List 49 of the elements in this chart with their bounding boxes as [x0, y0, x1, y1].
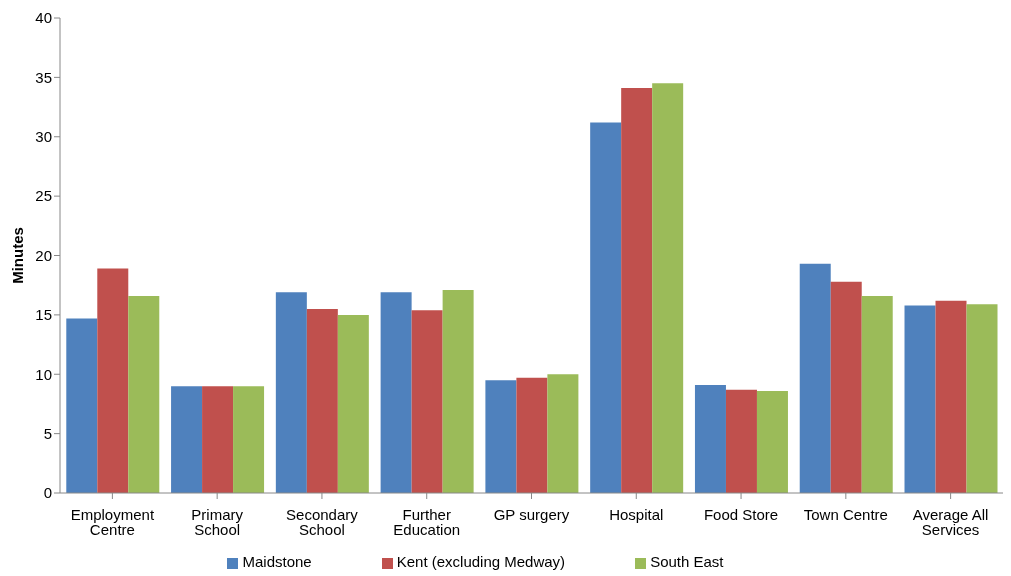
- x-tick-label: Hospital: [609, 505, 664, 523]
- x-tick-label: Secondary School: [286, 505, 359, 538]
- x-tick-label: Town Centre: [803, 505, 888, 523]
- bar: [97, 268, 129, 493]
- y-axis-title: Minutes: [9, 227, 27, 284]
- bar: [725, 389, 757, 493]
- y-tick-label: 35: [35, 68, 52, 86]
- bar: [547, 374, 579, 493]
- y-tick-label: 30: [35, 128, 52, 146]
- y-tick-label: 0: [43, 484, 52, 502]
- y-tick-label: 15: [35, 306, 52, 324]
- bar: [380, 292, 412, 493]
- x-tick-label: GP surgery: [493, 505, 570, 523]
- bar: [861, 295, 893, 493]
- bar: [904, 305, 936, 493]
- x-tick-label: Average All Services: [912, 505, 989, 538]
- y-tick-label: 25: [35, 187, 52, 205]
- bar: [966, 304, 998, 493]
- bar: [485, 380, 517, 493]
- bar: [652, 83, 684, 493]
- bar: [411, 310, 443, 493]
- y-tick-label: 40: [35, 9, 52, 27]
- legend-label: Maidstone: [242, 553, 312, 570]
- x-tick-label: Food Store: [703, 505, 779, 523]
- bar: [306, 308, 338, 493]
- bar: [233, 386, 265, 493]
- y-tick-label: 5: [43, 424, 52, 442]
- bar: [337, 314, 369, 493]
- y-tick-label: 10: [35, 365, 52, 383]
- bar: [756, 390, 788, 493]
- bar: [621, 88, 653, 493]
- x-tick-label: Further Education: [393, 505, 461, 538]
- bar: [799, 263, 831, 493]
- legend-label: Kent (excluding Medway): [396, 553, 566, 570]
- bar: [202, 386, 234, 493]
- bar: [66, 318, 98, 493]
- x-tick-label: Employment Centre: [70, 505, 155, 538]
- bar: [128, 295, 160, 493]
- bar: [694, 384, 726, 493]
- bar: [275, 292, 307, 493]
- bar: [830, 281, 862, 493]
- bar: [442, 289, 474, 493]
- y-tick-label: 20: [35, 246, 52, 264]
- bar: [516, 377, 548, 493]
- x-tick-label: Primary School: [191, 505, 244, 538]
- legend-label: South East: [650, 553, 724, 570]
- bar: [171, 386, 203, 493]
- bar: [590, 122, 622, 493]
- bar: [935, 300, 967, 493]
